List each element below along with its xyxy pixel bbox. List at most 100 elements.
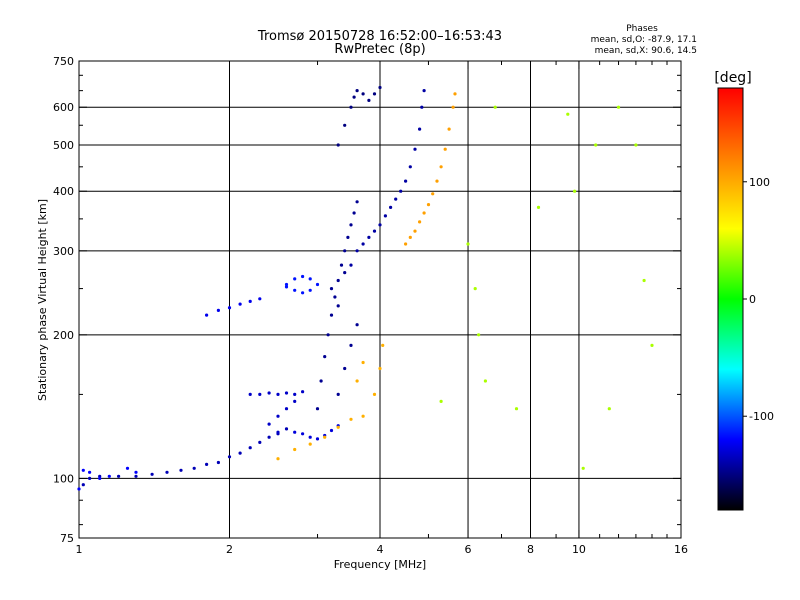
data-point: [276, 392, 280, 396]
data-point: [267, 435, 271, 439]
data-point: [573, 189, 577, 193]
data-point: [205, 313, 209, 317]
data-point: [447, 127, 451, 131]
y-tick-label: 100: [53, 472, 74, 485]
data-point: [117, 474, 121, 478]
data-point: [361, 92, 365, 96]
data-point: [349, 263, 353, 267]
data-point: [453, 92, 457, 96]
colorbar-tick-label: 0: [749, 293, 756, 306]
data-point: [293, 277, 297, 281]
data-point: [329, 313, 334, 317]
data-point: [267, 422, 271, 426]
data-point: [372, 392, 377, 396]
y-tick-label: 600: [53, 101, 74, 114]
data-point: [227, 306, 232, 310]
data-point: [435, 179, 439, 183]
data-point: [88, 470, 92, 474]
data-point: [607, 407, 611, 411]
data-point: [319, 379, 323, 383]
data-point: [248, 446, 252, 450]
colorbar-ticks: 100 0 -100: [743, 176, 774, 423]
data-point: [343, 366, 347, 371]
data-point: [650, 343, 654, 347]
data-point: [284, 391, 289, 395]
data-point: [308, 277, 312, 281]
data-point: [216, 460, 220, 465]
data-point: [404, 242, 408, 246]
data-point: [355, 379, 359, 383]
data-point: [346, 235, 350, 239]
data-point: [238, 302, 242, 306]
data-point: [284, 407, 289, 411]
data-point: [293, 399, 297, 403]
data-point: [408, 235, 412, 239]
data-point: [308, 435, 312, 439]
data-point: [443, 147, 447, 151]
data-point: [165, 470, 169, 474]
data-point: [336, 425, 340, 429]
data-point: [248, 299, 252, 303]
data-point: [81, 483, 85, 487]
colorbar-tick-label: 100: [749, 176, 770, 189]
data-point: [315, 407, 320, 411]
data-point: [473, 287, 477, 291]
data-point: [77, 487, 81, 491]
x-tick-label: 6: [465, 543, 472, 556]
data-points: [77, 85, 654, 491]
data-point: [634, 143, 638, 147]
colorbar: [717, 87, 744, 511]
data-point: [422, 89, 426, 93]
y-tick-label: 750: [53, 55, 74, 68]
data-point: [134, 470, 138, 474]
data-point: [276, 430, 280, 434]
data-point: [293, 447, 297, 452]
data-point: [308, 288, 312, 292]
data-point: [394, 197, 398, 201]
data-point: [439, 399, 443, 403]
data-point: [642, 278, 646, 283]
plot-area: 1 2 4 6 8 10 16 75 100 200 300 400 500 600 750: [53, 55, 688, 556]
data-point: [355, 89, 359, 93]
x-axis-label: Frequency [MHz]: [334, 558, 426, 571]
data-point: [333, 295, 337, 299]
axis-ticks: [78, 60, 682, 539]
colorbar-label: [deg]: [714, 70, 751, 86]
data-point: [293, 392, 297, 396]
data-point: [301, 291, 305, 295]
data-point: [216, 308, 220, 312]
data-point: [361, 414, 365, 418]
data-point: [367, 98, 371, 102]
data-point: [581, 466, 585, 470]
data-point: [372, 229, 377, 233]
data-point: [408, 165, 412, 169]
data-point: [349, 343, 353, 347]
data-point: [315, 282, 320, 287]
data-point: [284, 427, 289, 431]
y-tick-label: 500: [53, 139, 74, 152]
data-point: [134, 474, 138, 478]
data-point: [383, 214, 387, 218]
data-point: [336, 304, 340, 308]
data-point: [227, 455, 232, 459]
data-point: [426, 203, 431, 207]
data-point: [336, 392, 340, 396]
data-point: [594, 143, 598, 147]
data-point: [284, 282, 289, 287]
data-point: [258, 440, 262, 444]
data-point: [258, 297, 262, 301]
data-point: [355, 200, 359, 204]
data-point: [349, 105, 353, 109]
data-point: [339, 263, 344, 267]
data-point: [422, 211, 426, 215]
data-point: [238, 451, 242, 455]
data-point: [293, 288, 297, 292]
y-tick-label: 300: [53, 245, 74, 258]
data-point: [284, 285, 289, 289]
data-point: [248, 392, 252, 396]
data-point: [493, 105, 497, 109]
axis-tick-labels: 1 2 4 6 8 10 16 75 100 200 300 400 500 600 750: [53, 55, 688, 556]
data-point: [378, 85, 382, 90]
data-point: [431, 192, 435, 196]
